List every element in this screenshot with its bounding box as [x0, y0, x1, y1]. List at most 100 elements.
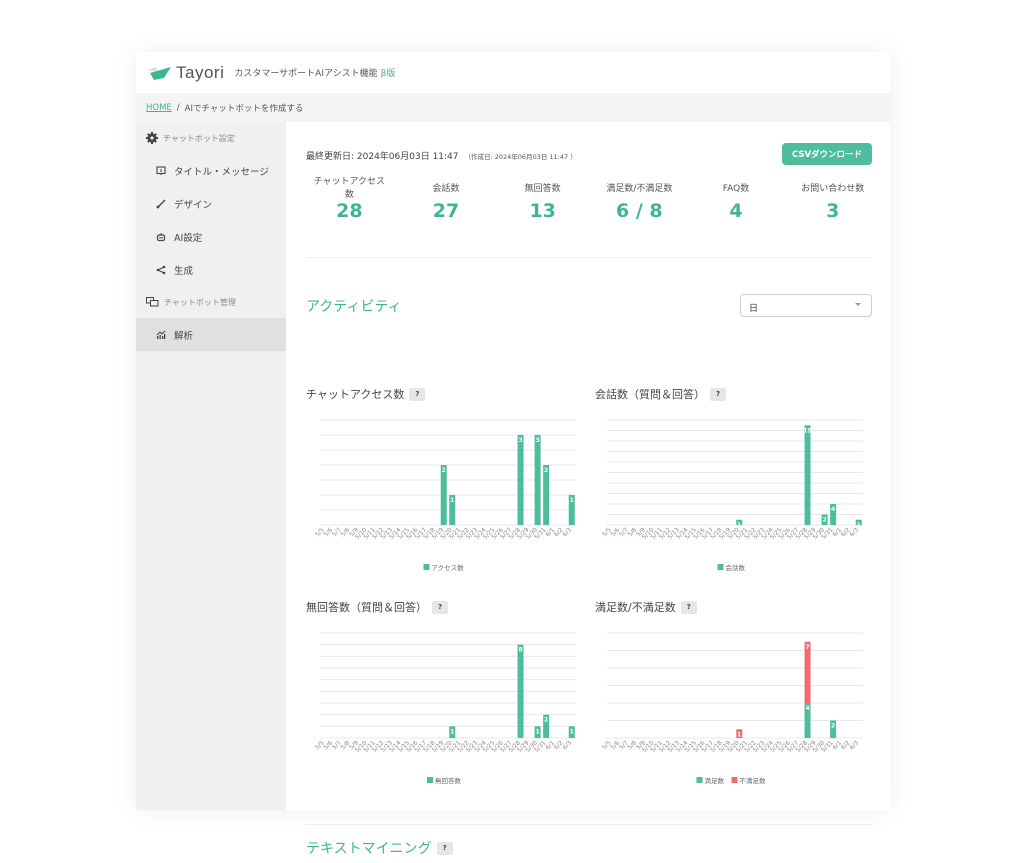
legend-label: アクセス数	[432, 563, 465, 572]
sidebar-item-title-message[interactable]: タイトル・メッセージ	[136, 154, 286, 187]
bar	[736, 519, 743, 525]
legend-label: 不満足数	[740, 776, 767, 785]
help-button[interactable]: ?	[432, 600, 448, 614]
chevron-down-icon	[855, 303, 861, 306]
chart-access: 5/55/65/75/85/95/105/115/125/135/145/155…	[314, 419, 576, 572]
legend-label: 満足数	[705, 776, 725, 785]
x-tick-label: 5/7	[618, 739, 630, 751]
bar	[568, 495, 575, 525]
legend-label: 無回答数	[435, 776, 462, 785]
sidebar-group-label: チャットボット設定	[163, 133, 235, 143]
chart-title-text: 満足数/不満足数	[595, 601, 676, 614]
chart-unanswered: 5/55/65/75/85/95/105/115/125/135/145/155…	[314, 632, 576, 785]
created-date: （作成日: 2024年06月03日 11:47 ）	[464, 153, 577, 161]
data-label: 1	[450, 497, 454, 504]
x-tick-label: 6/1	[831, 739, 843, 751]
stat-chat-access: チャットアクセス数 28	[301, 176, 398, 222]
help-button[interactable]: ?	[680, 600, 697, 614]
data-label: 1	[737, 522, 741, 529]
data-label: 2	[831, 723, 835, 730]
data-label: 4	[805, 705, 809, 712]
csv-download-button[interactable]: CSVダウンロード	[782, 143, 872, 165]
help-button[interactable]: ?	[710, 387, 726, 401]
period-select[interactable]: 日	[740, 294, 872, 317]
logo-text: Tayori	[176, 62, 225, 82]
x-tick-label: 5/9	[348, 526, 360, 538]
text-mining-title: テキストマイニング?	[306, 838, 453, 858]
sidebar-item-analytics[interactable]: 解析	[136, 318, 286, 351]
bar	[830, 720, 837, 738]
stat-label: チャットアクセス数	[313, 177, 386, 200]
x-tick-label: 6/3	[561, 739, 573, 751]
stat-conversations: 会話数 27	[398, 176, 495, 223]
stat-value: 6 / 8	[616, 200, 663, 222]
stat-unanswered: 無回答数 13	[494, 176, 591, 223]
x-tick-label: 6/2	[840, 526, 852, 538]
sidebar-group-chatbot-settings: チャットボット設定	[136, 122, 286, 154]
share-icon	[156, 265, 166, 274]
x-tick-label: 5/5	[601, 739, 613, 751]
data-label: 8	[518, 647, 522, 654]
sidebar-item-ai-settings[interactable]: AI設定	[136, 220, 286, 253]
bar	[517, 435, 524, 525]
stat-inquiries: お問い合わせ数 3	[784, 176, 881, 223]
sidebar-item-label: デザイン	[174, 199, 213, 211]
data-label: 1	[737, 731, 741, 738]
help-button[interactable]: ?	[436, 841, 453, 855]
bar	[534, 726, 541, 738]
chart-title-unanswered: 無回答数（質問＆回答）?	[306, 599, 448, 615]
x-tick-label: 5/8	[340, 739, 352, 751]
bar	[534, 435, 541, 525]
chart-title-text: 無回答数（質問＆回答）	[306, 601, 427, 614]
x-tick-label: 5/6	[322, 526, 334, 538]
main-content: 最終更新日: 2024年06月03日 11:47 （作成日: 2024年06月03…	[287, 122, 890, 857]
data-label: 2	[544, 467, 548, 474]
sidebar-item-design[interactable]: デザイン	[136, 187, 286, 220]
activity-title: アクティビティ	[306, 299, 402, 315]
breadcrumb-separator: /	[176, 102, 180, 113]
breadcrumb-home-link[interactable]: HOME	[146, 102, 172, 113]
tayori-logo-icon	[147, 66, 171, 80]
sidebar-item-label: 解析	[174, 330, 194, 342]
stat-value: 27	[432, 200, 460, 222]
bar	[449, 726, 456, 738]
x-tick-label: 5/8	[627, 526, 639, 538]
analytics-icon	[156, 330, 166, 339]
legend-swatch	[731, 777, 738, 783]
data-label: 2	[544, 717, 548, 724]
legend-swatch	[717, 564, 724, 570]
x-tick-label: 5/7	[618, 526, 630, 538]
data-label: 3	[518, 437, 522, 444]
x-tick-label: 6/1	[831, 526, 843, 538]
legend-swatch	[427, 777, 433, 783]
help-button[interactable]: ?	[409, 387, 426, 401]
stat-value: 13	[529, 200, 556, 222]
stat-label: お問い合わせ数	[801, 183, 865, 194]
stat-label: 会話数	[432, 183, 460, 194]
stat-value: 4	[729, 200, 743, 222]
bar	[830, 504, 837, 525]
legend-label: 会話数	[726, 563, 746, 572]
x-tick-label: 6/3	[848, 526, 860, 538]
breadcrumb: HOME / AIでチャットボットを作成する	[136, 93, 890, 122]
divider	[306, 257, 872, 258]
bar	[804, 641, 811, 703]
chart-title-satisfaction: 満足数/不満足数?	[595, 599, 697, 615]
x-tick-label: 5/5	[601, 526, 613, 538]
sidebar-group-label: チャットボット管理	[164, 297, 236, 307]
stat-label: FAQ数	[722, 183, 750, 194]
x-tick-label: 5/7	[331, 526, 343, 538]
data-label: 19	[803, 427, 811, 434]
bar	[440, 465, 447, 525]
x-tick-label: 6/2	[840, 739, 852, 751]
x-tick-label: 5/6	[322, 739, 334, 751]
last-updated-text: 最終更新日: 2024年06月03日 11:47	[306, 152, 459, 162]
x-tick-label: 6/1	[544, 739, 556, 751]
last-updated: 最終更新日: 2024年06月03日 11:47 （作成日: 2024年06月03…	[306, 149, 577, 162]
data-label: 2	[442, 467, 446, 474]
x-tick-label: 5/9	[348, 739, 360, 751]
brush-icon	[156, 199, 166, 208]
sidebar-item-generate[interactable]: 生成	[136, 253, 286, 286]
stat-satisfaction: 満足数/不満足数 6 / 8	[591, 176, 688, 223]
legend-swatch	[696, 777, 703, 783]
